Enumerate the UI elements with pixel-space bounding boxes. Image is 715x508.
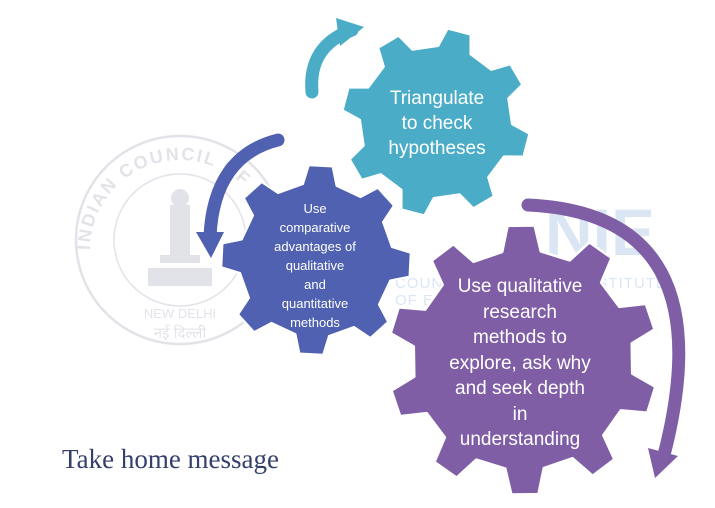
teal-gear — [341, 27, 531, 217]
teal-gear-label-line: Triangulate — [389, 88, 485, 109]
purple-gear-label-line: and seek depth — [455, 378, 585, 399]
svg-text:INDIAN COUNCIL OF MEDICAL RESE: INDIAN COUNCIL OF MEDICAL RESEARCH — [0, 0, 286, 256]
teal-gear-label: Triangulate to check hypotheses — [362, 86, 512, 161]
blue-gear-label-line: methods — [290, 315, 340, 330]
seal-ring-text: INDIAN COUNCIL OF MEDICAL RESEARCH — [0, 0, 284, 256]
blue-gear-label-line: qualitative — [285, 258, 345, 273]
purple-gear-label-line: explore, ask why — [449, 352, 591, 374]
purple-cycle-arrow — [521, 198, 686, 478]
purple-gear-label: Use qualitative research methods to explore… — [432, 274, 608, 453]
blue-gear-label-line: comparative — [279, 220, 351, 235]
blue-gear-label-line: and — [304, 277, 326, 292]
blue-gear-label: Use comparative advantages of qualitative an… — [250, 199, 380, 332]
blue-gear-label-line: quantitative — [281, 296, 349, 311]
blue-cycle-arrow — [196, 133, 285, 258]
teal-gear-label-line: to check — [401, 113, 473, 134]
take-home-title: Take home message — [62, 444, 280, 474]
blue-gear — [220, 164, 412, 356]
seal-emblem-icon — [148, 189, 212, 286]
icmr-seal-watermark: INDIAN COUNCIL OF MEDICAL RESEARCH NEW D… — [0, 0, 286, 346]
purple-gear-label-line: in — [512, 403, 528, 425]
purple-gear-label-line: understanding — [459, 429, 581, 450]
purple-gear-label-line: methods to — [473, 327, 567, 348]
seal-city: NEW DELHI — [144, 306, 216, 321]
teal-cycle-arrow — [305, 18, 364, 99]
blue-gear-label-line: Use — [303, 201, 327, 216]
teal-gear-label-line: hypotheses — [388, 138, 486, 159]
purple-gear-label-line: research — [483, 301, 557, 323]
seal-hindi-city: नई दिल्ली — [154, 324, 208, 342]
blue-gear-label-line: advantages of — [274, 239, 356, 254]
purple-gear-label-line: Use qualitative — [457, 276, 583, 297]
purple-gear — [389, 224, 657, 496]
